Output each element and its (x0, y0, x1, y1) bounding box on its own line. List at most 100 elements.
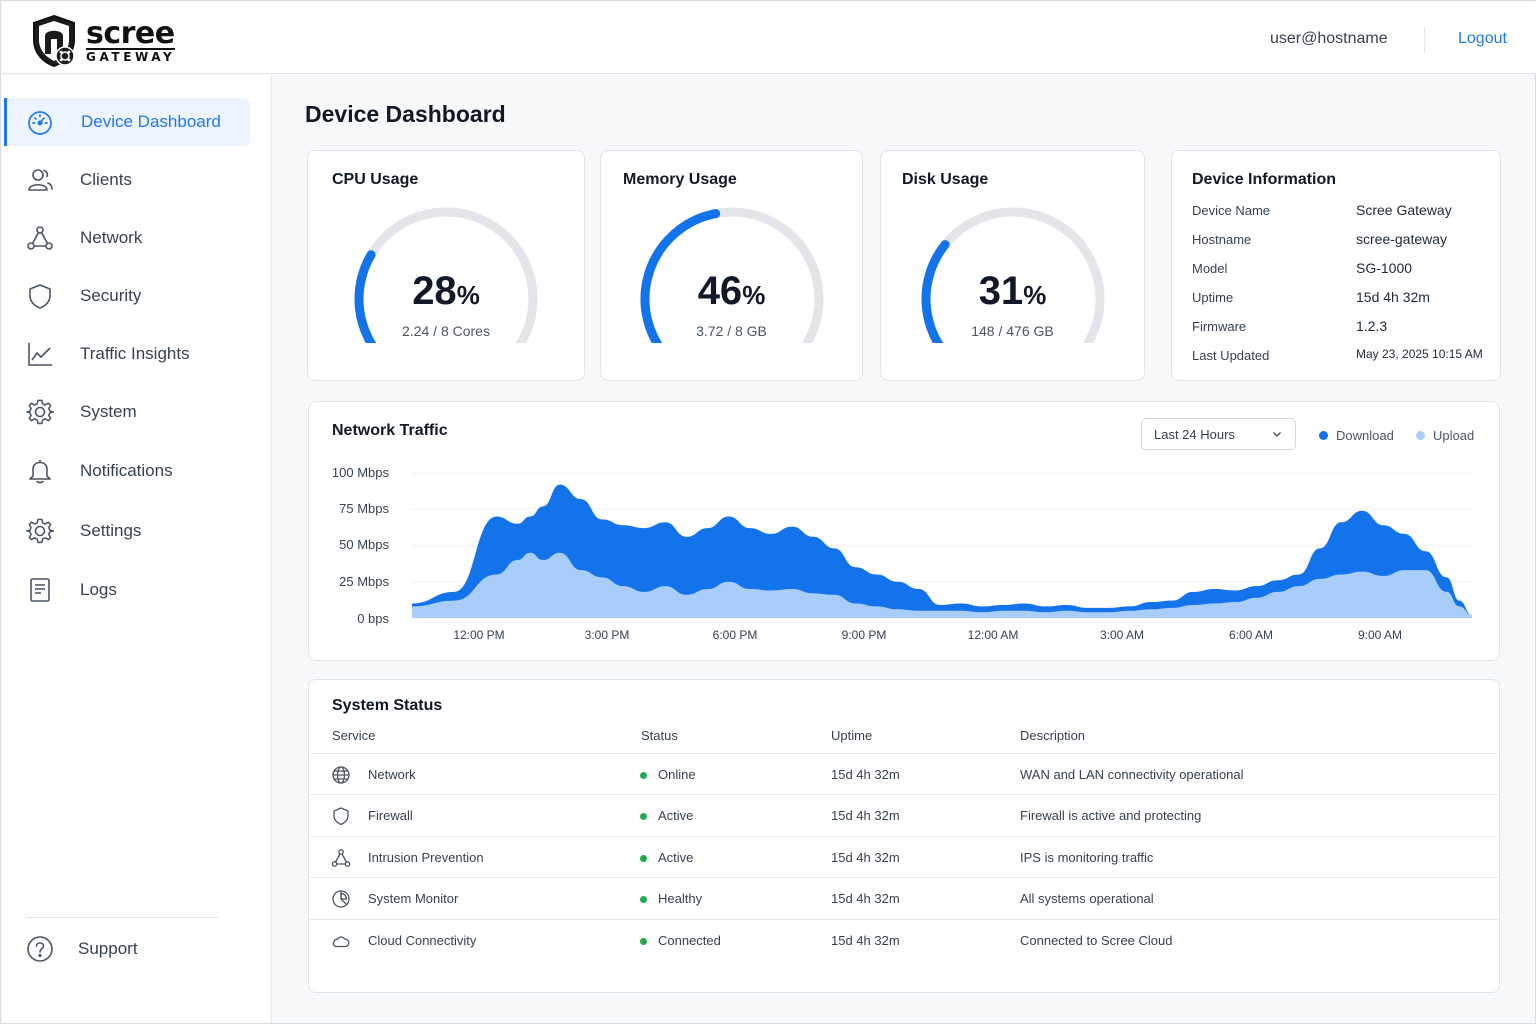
status-dot (640, 938, 647, 945)
globe-icon (332, 766, 350, 784)
sidebar-item-logs[interactable]: Logs (2, 566, 272, 614)
description-text: All systems operational (1020, 891, 1154, 906)
percent-unit: % (456, 280, 480, 310)
logo-word: scree (86, 16, 175, 51)
table-row[interactable]: System Monitor Healthy 15d 4h 32m All sy… (309, 877, 1499, 918)
table-row[interactable]: Firewall Active 15d 4h 32m Firewall is a… (309, 794, 1499, 835)
sidebar-item-clients[interactable]: Clients (2, 156, 272, 204)
status-text: Active (658, 808, 694, 823)
service-name: Network (368, 767, 416, 782)
sidebar-item-security[interactable]: Security (2, 272, 272, 320)
status-text: Active (658, 850, 694, 865)
percent-unit: % (1023, 280, 1047, 310)
help-icon (26, 935, 54, 963)
sidebar-divider (26, 917, 218, 918)
uptime-value: 15d 4h 32m (831, 767, 900, 782)
sidebar-item-traffic-insights[interactable]: Traffic Insights (2, 330, 272, 378)
sidebar-item-label: Clients (80, 170, 132, 189)
info-value-uptime: 15d 4h 32m (1356, 289, 1430, 305)
chevron-down-icon (1272, 431, 1282, 438)
percent-unit: % (742, 280, 766, 310)
table-row[interactable]: Cloud Connectivity Connected 15d 4h 32m … (309, 919, 1499, 960)
shield-logo-icon (33, 14, 75, 68)
download-area (412, 484, 1472, 618)
sidebar-item-device-dashboard[interactable]: Device Dashboard (4, 98, 250, 146)
shield-icon (26, 282, 54, 310)
dropdown-value: Last 24 Hours (1154, 427, 1235, 442)
card-title: Disk Usage (902, 171, 989, 188)
card-title: Device Information (1192, 171, 1337, 188)
device-information-card: Device Information Device Name Scree Gat… (1171, 150, 1501, 381)
uptime-value: 15d 4h 32m (831, 891, 900, 906)
status-text: Connected (658, 933, 721, 948)
sidebar-item-settings[interactable]: Settings (2, 507, 272, 555)
network-icon (26, 224, 54, 252)
gauge-fill (640, 209, 721, 343)
sidebar-item-support[interactable]: Support (2, 925, 272, 973)
column-header-service: Service (332, 728, 376, 743)
status-text: Healthy (658, 891, 703, 906)
description-text: WAN and LAN connectivity operational (1020, 767, 1244, 782)
table-row[interactable]: Intrusion Prevention Active 15d 4h 32m I… (309, 836, 1499, 877)
sidebar-item-notifications[interactable]: Notifications (2, 447, 272, 495)
memory-percent: 46% (601, 269, 862, 314)
gear-icon (26, 398, 54, 426)
x-tick-label: 9:00 AM (1357, 628, 1403, 642)
scree-logo[interactable]: scree GATEWAY (28, 14, 176, 68)
uptime-value: 15d 4h 32m (831, 808, 900, 823)
info-value-model: SG-1000 (1356, 260, 1413, 276)
users-icon (26, 166, 54, 194)
sidebar-item-system[interactable]: System (2, 388, 272, 436)
table-row[interactable]: Network Online 15d 4h 32m WAN and LAN co… (309, 753, 1499, 794)
sidebar-item-network[interactable]: Network (2, 214, 272, 262)
legend-download: Download (1319, 428, 1394, 443)
sidebar-item-label: Settings (80, 521, 142, 540)
description-text: Firewall is active and protecting (1020, 808, 1202, 823)
info-label-model: Model (1192, 261, 1228, 276)
x-tick-label: 6:00 AM (1228, 628, 1274, 642)
legend-label: Download (1336, 428, 1394, 443)
column-header-description: Description (1020, 728, 1086, 743)
percent-value: 46 (697, 269, 743, 313)
legend-dot-download (1319, 431, 1328, 440)
pie-chart-icon (332, 890, 350, 908)
upload-area (412, 552, 1472, 618)
y-tick-label: 25 Mbps (339, 574, 389, 589)
document-icon (26, 576, 54, 604)
page-title: Device Dashboard (305, 101, 506, 127)
disk-usage-card: Disk Usage 31% 148 / 476 GB (880, 150, 1145, 381)
gear-icon (26, 517, 54, 545)
info-value-firmware: 1.2.3 (1356, 318, 1388, 334)
y-tick-label: 0 bps (357, 611, 389, 626)
traffic-chart (412, 472, 1472, 619)
chart-line-icon (26, 340, 54, 368)
info-label-hostname: Hostname (1192, 232, 1252, 247)
sidebar-item-label: Traffic Insights (80, 344, 190, 363)
disk-gauge (921, 207, 1105, 343)
sidebar-item-label: Logs (80, 580, 117, 599)
info-label-last-updated: Last Updated (1192, 348, 1270, 363)
uptime-value: 15d 4h 32m (831, 850, 900, 865)
memory-usage-card: Memory Usage 46% 3.72 / 8 GB (600, 150, 863, 381)
cpu-usage-card: CPU Usage 28% 2.24 / 8 Cores (307, 150, 585, 381)
shield-icon (333, 807, 349, 826)
service-name: Cloud Connectivity (368, 933, 477, 948)
x-tick-label: 12:00 AM (967, 628, 1019, 642)
uptime-value: 15d 4h 32m (831, 933, 900, 948)
network-traffic-card: Network Traffic Last 24 Hours Download U… (308, 401, 1500, 661)
column-header-uptime: Uptime (831, 728, 873, 743)
logout-link[interactable]: Logout (1458, 30, 1507, 47)
network-icon (331, 849, 351, 867)
card-title: CPU Usage (332, 171, 419, 188)
card-title: Memory Usage (623, 171, 737, 188)
service-name: System Monitor (368, 891, 459, 906)
gauge-fill (921, 240, 950, 343)
disk-percent: 31% (881, 269, 1144, 314)
info-label-firmware: Firmware (1192, 319, 1247, 334)
system-status-card: System Status Service Status Uptime Desc… (308, 679, 1500, 993)
logo-wordmark: scree GATEWAY (86, 16, 176, 63)
top-header: scree GATEWAY user@hostname Logout (2, 2, 1536, 74)
legend-label: Upload (1433, 428, 1475, 443)
time-range-dropdown[interactable]: Last 24 Hours (1141, 418, 1296, 450)
status-dot (640, 772, 647, 779)
